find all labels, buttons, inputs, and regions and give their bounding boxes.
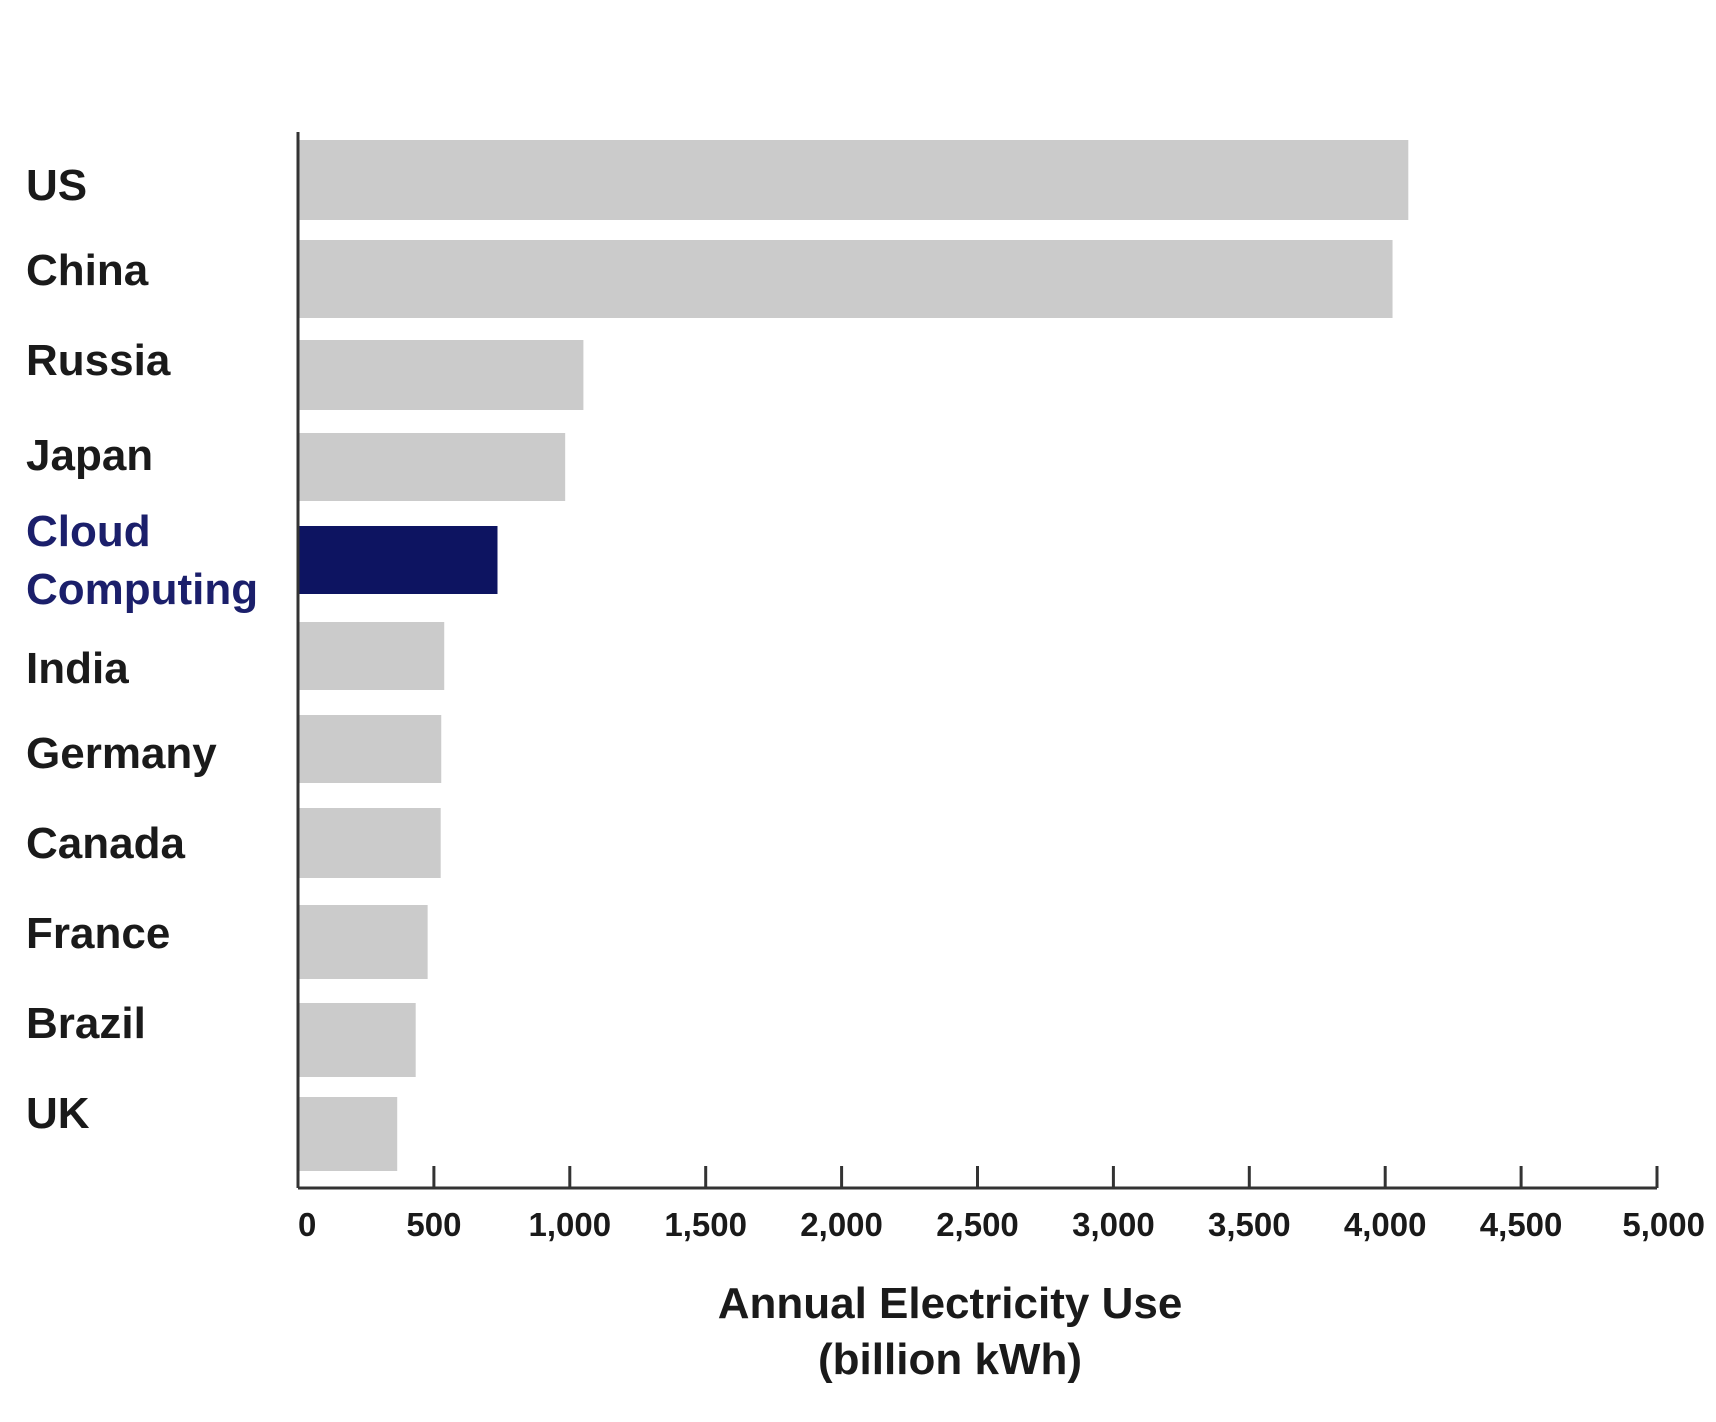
bar-japan (298, 433, 566, 501)
bar-uk (298, 1097, 398, 1171)
x-axis-title: Annual Electricity Use (718, 1279, 1183, 1328)
x-axis-unit: (billion kWh) (818, 1335, 1082, 1384)
category-label-canada: Canada (26, 819, 185, 868)
bar-canada (298, 808, 441, 878)
category-labels-group: US China Russia Japan Cloud Computing India Ger… (26, 161, 258, 1138)
x-ticks-group: 0 500 1,000 1,500 2,000 2,500 3,000 3,500 4,000 4… (296, 1166, 1705, 1243)
bar-brazil (298, 1003, 416, 1077)
category-label-brazil: Brazil (26, 999, 146, 1048)
bar-cloud-computing (298, 526, 498, 594)
x-tick-label: 5,000 (1622, 1206, 1705, 1243)
x-tick-label: 3,500 (1208, 1206, 1291, 1243)
x-tick-label: 2,500 (936, 1206, 1019, 1243)
x-tick-label: 500 (406, 1206, 461, 1243)
x-tick-label: 4,000 (1344, 1206, 1427, 1243)
category-label-cloud-computing: Cloud Computing (26, 507, 258, 614)
category-label-france: France (26, 909, 170, 958)
bar-germany (298, 715, 442, 783)
bar-us (298, 140, 1409, 220)
bar-china (298, 240, 1393, 318)
x-tick-label: 3,000 (1072, 1206, 1155, 1243)
category-label-us: US (26, 161, 87, 210)
bar-france (298, 905, 428, 979)
bar-russia (298, 340, 584, 410)
category-label-japan: Japan (26, 431, 153, 480)
x-tick-label: 1,500 (664, 1206, 747, 1243)
category-label-india: India (26, 644, 129, 693)
x-tick-label: 1,000 (529, 1206, 612, 1243)
category-label-china: China (26, 246, 149, 295)
x-tick-label: 0 (298, 1206, 316, 1243)
x-tick-label: 2,000 (800, 1206, 883, 1243)
bars-group (298, 140, 1409, 1171)
x-tick-label: 4,500 (1480, 1206, 1563, 1243)
category-label-russia: Russia (26, 336, 171, 385)
category-label-germany: Germany (26, 729, 217, 778)
bar-india (298, 622, 445, 690)
category-label-uk: UK (26, 1089, 90, 1138)
